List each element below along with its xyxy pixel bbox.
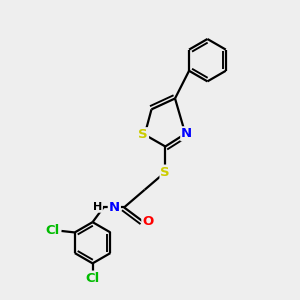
Text: N: N xyxy=(181,127,192,140)
Text: N: N xyxy=(109,201,120,214)
Text: Cl: Cl xyxy=(85,272,100,285)
Text: S: S xyxy=(138,128,148,141)
Text: S: S xyxy=(160,166,170,178)
Text: Cl: Cl xyxy=(46,224,60,237)
Text: H: H xyxy=(93,202,102,212)
Text: O: O xyxy=(142,215,154,228)
